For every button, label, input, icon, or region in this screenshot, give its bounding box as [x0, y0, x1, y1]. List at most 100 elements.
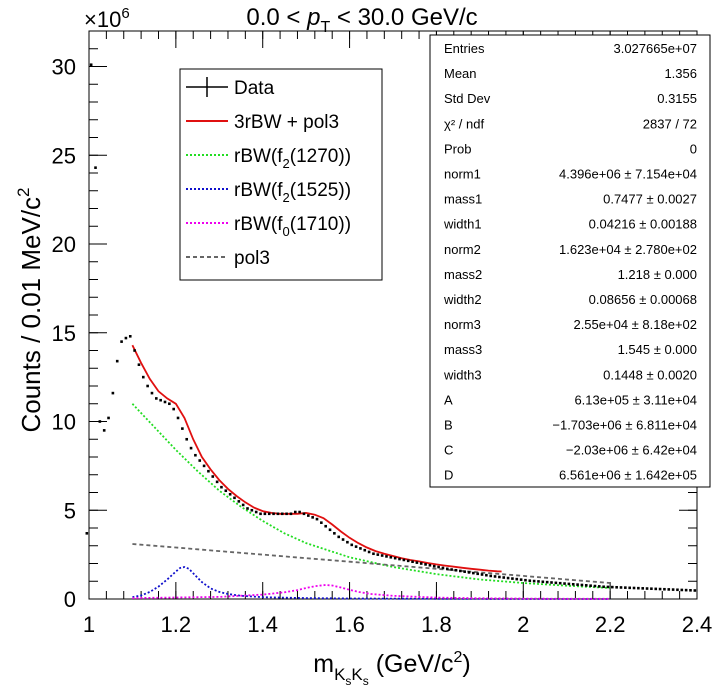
stat-label-12: mass3: [444, 342, 482, 357]
data-point: [537, 580, 540, 583]
data-point: [172, 407, 175, 411]
data-point: [580, 583, 584, 587]
data-point: [528, 579, 532, 583]
xlabel-sup: 2: [454, 649, 463, 666]
data-point: [220, 485, 223, 489]
stat-label-1: Mean: [444, 66, 477, 81]
data-point: [389, 555, 393, 559]
data-point: [502, 576, 506, 579]
data-point: [684, 588, 688, 592]
data-point: [567, 582, 571, 586]
x-tick-label: 1: [83, 612, 95, 637]
stat-value-15: −1.703e+06 ± 6.811e+04: [552, 418, 697, 433]
data-point: [194, 453, 197, 457]
data-point: [211, 475, 215, 478]
stat-value-11: 2.55e+04 ± 8.18e+02: [573, 317, 697, 332]
data-point: [137, 363, 141, 366]
data-point: [645, 587, 649, 590]
data-point: [120, 340, 123, 343]
data-point: [272, 512, 275, 516]
legend-box: [179, 68, 383, 281]
series-line-4: [132, 584, 611, 600]
stat-label-5: norm1: [444, 167, 481, 182]
data-point: [485, 573, 488, 577]
x-axis-label: mKsKs (GeV/c2): [313, 649, 471, 688]
y-axis-label: Counts / 0.01 MeV/c2: [14, 187, 46, 432]
data-point: [628, 586, 631, 590]
data-point: [480, 573, 484, 576]
xlabel-units: (GeV/c: [369, 650, 454, 678]
data-point: [624, 586, 627, 589]
stat-value-4: 0: [690, 141, 697, 156]
stat-value-13: 0.1448 ± 0.0020: [603, 367, 697, 382]
stat-label-13: width3: [443, 367, 482, 382]
data-point: [550, 581, 553, 584]
y-multiplier: ×106: [84, 5, 130, 32]
stat-label-7: width1: [443, 217, 482, 232]
data-point: [597, 585, 601, 588]
data-point: [541, 580, 545, 584]
stat-value-0: 3.027665e+07: [613, 41, 697, 56]
data-point: [128, 335, 132, 338]
xlabel-s2: s: [363, 674, 369, 688]
data-point: [124, 336, 128, 340]
xlabel-close: ): [462, 650, 470, 678]
series-line-1: [131, 344, 502, 573]
data-point: [619, 586, 623, 589]
data-point: [676, 588, 679, 592]
ylabel-sup: 2: [14, 187, 33, 196]
data-point: [441, 566, 445, 570]
data-point: [554, 581, 558, 585]
data-point: [459, 569, 462, 573]
data-point: [315, 517, 319, 521]
y-tick-label: 20: [52, 232, 76, 257]
data-point: [181, 427, 184, 430]
legend-label-2: rBW(f2(1270)): [234, 146, 351, 171]
stat-value-17: 6.561e+06 ± 1.642e+05: [559, 468, 697, 483]
data-point: [511, 577, 514, 580]
data-point: [133, 349, 136, 352]
legend-label-3: rBW(f2(1525)): [234, 180, 351, 205]
data-point: [163, 400, 167, 404]
data-point: [376, 553, 380, 556]
data-point: [159, 398, 162, 402]
stat-value-8: 1.623e+04 ± 2.780e+02: [559, 242, 697, 257]
legend-label-1: 3rBW + pol3: [234, 112, 339, 133]
ylabel-main: Counts / 0.01 MeV/c: [16, 197, 46, 433]
data-point: [515, 577, 519, 581]
stat-label-0: Entries: [444, 41, 485, 56]
y-tick-label: 15: [52, 321, 76, 346]
data-point: [584, 584, 588, 587]
data-point: [350, 543, 354, 547]
data-point: [671, 588, 675, 591]
data-point: [524, 578, 527, 582]
data-point: [293, 510, 297, 514]
chart-title: 0.0 < pT < 30.0 GeV/c: [246, 4, 477, 36]
data-point: [259, 512, 262, 516]
stat-value-12: 1.545 ± 0.000: [618, 342, 697, 357]
data-point: [280, 512, 284, 516]
data-point: [198, 459, 202, 462]
x-tick-label: 1.8: [421, 612, 452, 637]
stat-label-15: B: [444, 418, 453, 433]
data-point: [328, 528, 332, 532]
data-point: [445, 567, 449, 571]
data-point: [146, 384, 149, 388]
data-point: [637, 586, 640, 590]
data-point: [237, 500, 241, 503]
stat-label-9: mass2: [444, 267, 482, 282]
y-tick-label: 0: [64, 587, 76, 612]
data-point: [289, 512, 293, 516]
data-point: [450, 568, 453, 571]
data-point: [372, 552, 375, 556]
data-point: [589, 584, 592, 587]
x-tick-label: 1.6: [334, 612, 365, 637]
mult-base: ×10: [84, 7, 121, 32]
data-point: [189, 446, 193, 450]
data-point: [476, 572, 479, 576]
data-point: [437, 565, 440, 569]
stat-value-5: 4.396e+06 ± 7.154e+04: [559, 167, 697, 182]
data-point: [276, 512, 280, 516]
data-point: [141, 375, 145, 379]
